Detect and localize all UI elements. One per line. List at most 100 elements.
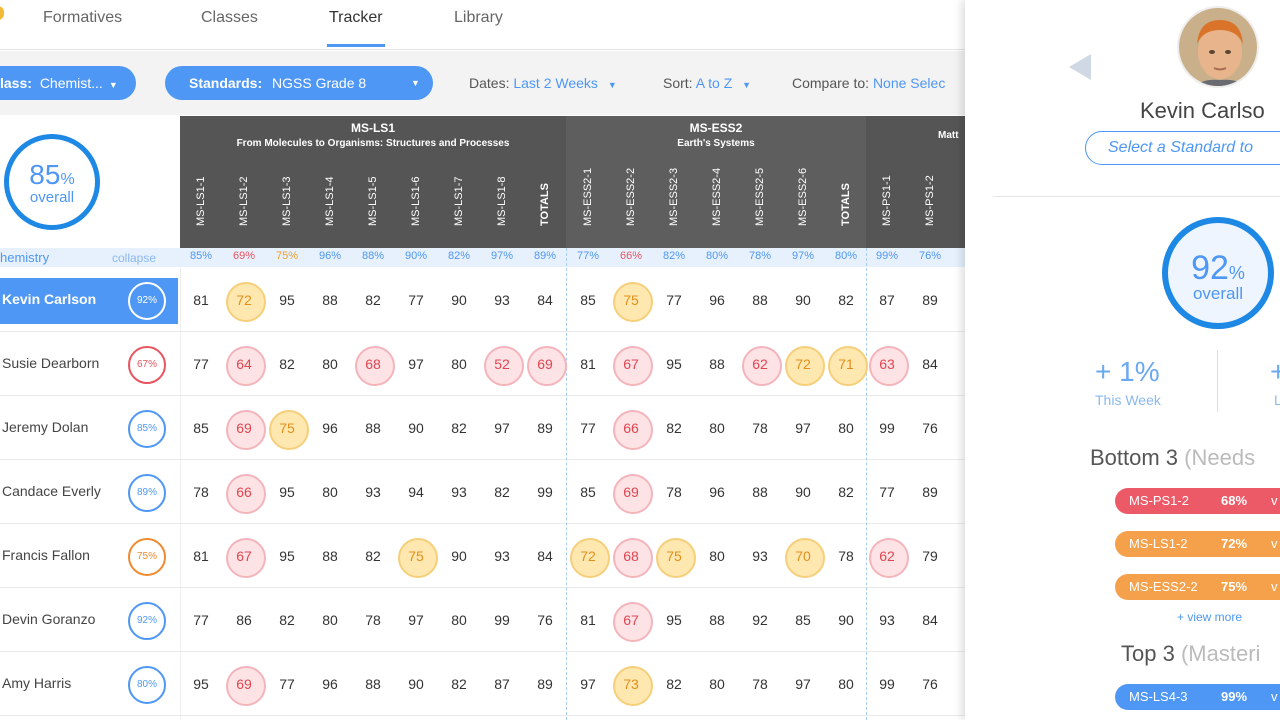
score-cell[interactable]: 90 [451, 292, 467, 308]
score-cell[interactable]: 81 [580, 612, 596, 628]
score-cell[interactable]: 87 [494, 676, 510, 692]
score-cell[interactable]: 88 [365, 676, 381, 692]
score-cell[interactable]: 90 [408, 676, 424, 692]
score-cell[interactable]: 78 [752, 676, 768, 692]
score-cell[interactable]: 77 [279, 676, 295, 692]
score-cell[interactable]: 78 [838, 548, 854, 564]
score-cell[interactable]: 80 [709, 420, 725, 436]
column-header[interactable]: MS-ESS2-2 [610, 158, 652, 248]
score-cell[interactable]: 88 [365, 420, 381, 436]
score-cell[interactable]: 97 [408, 356, 424, 372]
score-cell[interactable]: 90 [451, 548, 467, 564]
column-header[interactable]: MS-ESS2-4 [696, 158, 738, 248]
score-cell[interactable]: 90 [795, 484, 811, 500]
bottom-standard-pill[interactable]: MS-PS1-2 68% v [1115, 488, 1280, 514]
column-header[interactable]: MS-ESS2-5 [739, 158, 781, 248]
student-name[interactable]: Candace Everly [2, 483, 101, 499]
score-cell[interactable]: 90 [408, 420, 424, 436]
student-row[interactable]: Francis Fallon 75% 81 67 95 88 82 75 90 93 84 72 68 7… [0, 524, 965, 588]
student-name[interactable]: Jeremy Dolan [2, 419, 89, 435]
score-cell[interactable]: 79 [922, 548, 938, 564]
score-cell[interactable]: 82 [365, 292, 381, 308]
score-cell[interactable]: 72 [782, 346, 825, 386]
score-cell[interactable]: 75 [610, 282, 653, 322]
score-cell[interactable]: 94 [408, 484, 424, 500]
collapse-link[interactable]: collapse [112, 251, 157, 265]
score-cell[interactable]: 82 [451, 420, 467, 436]
score-cell[interactable]: 89 [922, 292, 938, 308]
score-cell[interactable]: 64 [223, 346, 266, 386]
tab-formatives[interactable]: Formatives [43, 9, 123, 26]
score-cell[interactable]: 73 [610, 666, 653, 706]
score-cell[interactable]: 95 [279, 292, 295, 308]
score-cell[interactable]: 97 [494, 420, 510, 436]
score-cell[interactable]: 85 [193, 420, 209, 436]
score-cell[interactable]: 88 [322, 548, 338, 564]
column-header[interactable]: MS-PS1-2 [909, 158, 951, 248]
standard-select[interactable]: Select a Standard to [1085, 131, 1280, 165]
score-cell[interactable]: 80 [838, 420, 854, 436]
score-cell[interactable]: 70 [782, 538, 825, 578]
column-header[interactable]: MS-ESS2-6 [782, 158, 824, 248]
score-cell[interactable]: 85 [580, 484, 596, 500]
score-cell[interactable]: 68 [610, 538, 653, 578]
student-row[interactable]: Susie Dearborn 67% 77 64 82 80 68 97 80 52 69 81 67 9… [0, 332, 965, 396]
score-cell[interactable]: 76 [537, 612, 553, 628]
score-cell[interactable]: 67 [223, 538, 266, 578]
score-cell[interactable]: 88 [709, 356, 725, 372]
score-cell[interactable]: 95 [666, 356, 682, 372]
score-cell[interactable]: 69 [223, 410, 266, 450]
score-cell[interactable]: 95 [666, 612, 682, 628]
score-cell[interactable]: 88 [752, 484, 768, 500]
score-cell[interactable]: 85 [795, 612, 811, 628]
score-cell[interactable]: 80 [451, 356, 467, 372]
student-row[interactable]: Jeremy Dolan 85% 85 69 75 96 88 90 82 97 89 77 66 82 8… [0, 396, 965, 460]
column-header[interactable]: MS-LS1-5 [352, 158, 394, 248]
score-cell[interactable]: 95 [279, 484, 295, 500]
score-cell[interactable]: 93 [365, 484, 381, 500]
student-row[interactable]: Kevin Carlson 92% 81 72 95 88 82 77 90 93 84 85 75 77… [0, 268, 965, 332]
student-row[interactable]: Amy Harris 80% 95 69 77 96 88 90 82 87 89 97 73 82 80 7… [0, 652, 965, 716]
dates-filter[interactable]: Dates: Last 2 Weeks ▼ [469, 75, 617, 91]
score-cell[interactable]: 93 [451, 484, 467, 500]
back-arrow-icon[interactable] [1069, 54, 1091, 80]
score-cell[interactable]: 82 [365, 548, 381, 564]
score-cell[interactable]: 97 [795, 676, 811, 692]
score-cell[interactable]: 89 [537, 420, 553, 436]
score-cell[interactable]: 99 [879, 420, 895, 436]
score-cell[interactable]: 80 [322, 356, 338, 372]
score-cell[interactable]: 77 [666, 292, 682, 308]
score-cell[interactable]: 81 [193, 548, 209, 564]
score-cell[interactable]: 96 [709, 484, 725, 500]
score-cell[interactable]: 69 [223, 666, 266, 706]
score-cell[interactable]: 81 [580, 356, 596, 372]
score-cell[interactable]: 80 [709, 676, 725, 692]
class-dropdown[interactable]: lass: Chemist... ▼ [0, 66, 136, 100]
student-row[interactable]: Candace Everly 89% 78 66 95 80 93 94 93 82 99 85 69 7… [0, 460, 965, 524]
score-cell[interactable]: 69 [610, 474, 653, 514]
score-cell[interactable]: 81 [193, 292, 209, 308]
compare-filter[interactable]: Compare to: None Selec [792, 75, 945, 91]
score-cell[interactable]: 87 [879, 292, 895, 308]
bottom-standard-pill[interactable]: MS-LS1-2 72% v [1115, 531, 1280, 557]
score-cell[interactable]: 93 [752, 548, 768, 564]
score-cell[interactable]: 77 [879, 484, 895, 500]
score-cell[interactable]: 89 [537, 676, 553, 692]
score-cell[interactable]: 97 [580, 676, 596, 692]
score-cell[interactable]: 71 [825, 346, 868, 386]
tab-classes[interactable]: Classes [201, 9, 258, 26]
score-cell[interactable]: 99 [879, 676, 895, 692]
score-cell[interactable]: 63 [866, 346, 909, 386]
standards-dropdown[interactable]: Standards: NGSS Grade 8 ▼ [165, 66, 433, 100]
score-cell[interactable]: 82 [666, 676, 682, 692]
score-cell[interactable]: 88 [709, 612, 725, 628]
score-cell[interactable]: 95 [279, 548, 295, 564]
score-cell[interactable]: 52 [481, 346, 524, 386]
score-cell[interactable]: 99 [537, 484, 553, 500]
score-cell[interactable]: 72 [567, 538, 610, 578]
bottom-standard-pill[interactable]: MS-ESS2-2 75% v [1115, 574, 1280, 600]
score-cell[interactable]: 84 [537, 548, 553, 564]
score-cell[interactable]: 82 [451, 676, 467, 692]
student-name[interactable]: Kevin Carlson [2, 291, 97, 307]
score-cell[interactable]: 97 [408, 612, 424, 628]
